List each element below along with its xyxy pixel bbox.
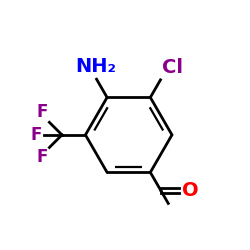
Text: NH₂: NH₂ [75,57,116,76]
Text: F: F [36,148,48,166]
Text: O: O [182,181,198,200]
Text: F: F [36,103,48,121]
Text: F: F [31,126,42,144]
Text: Cl: Cl [162,58,183,78]
